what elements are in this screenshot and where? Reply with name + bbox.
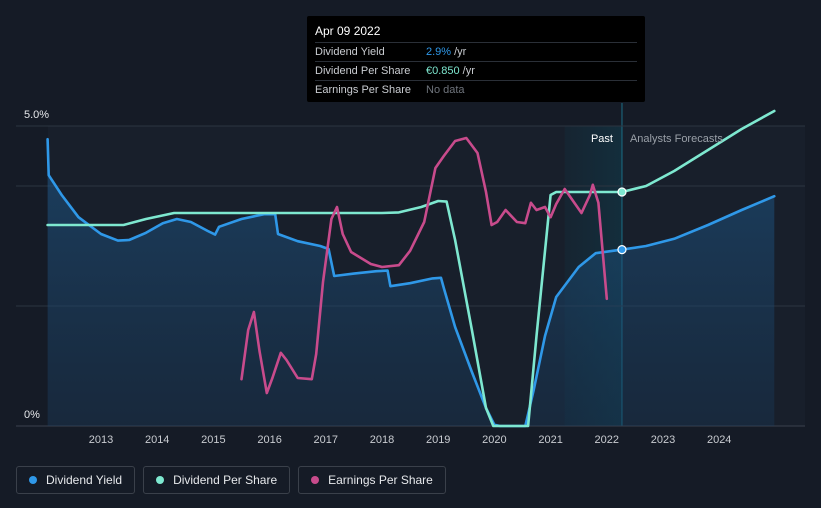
x-tick-label: 2018 [370, 434, 394, 446]
tooltip-date: Apr 09 2022 [315, 24, 381, 38]
x-tick-label: 2022 [595, 434, 619, 446]
y-tick-label: 5.0% [24, 109, 49, 121]
legend-dot-icon [156, 476, 165, 484]
tooltip-unit: /yr [462, 65, 475, 77]
tooltip: Apr 09 2022 Dividend Yield 2.9% /yr Divi… [307, 16, 645, 102]
tooltip-value: €0.850 [426, 65, 460, 77]
x-tick-label: 2021 [538, 434, 562, 446]
x-tick-label: 2019 [426, 434, 450, 446]
legend-item-earnings-per-share[interactable]: Earnings Per Share [298, 466, 446, 494]
legend-label: Dividend Per Share [173, 473, 278, 487]
tooltip-value: 2.9% [426, 46, 452, 58]
tooltip-label: Earnings Per Share [315, 84, 411, 96]
x-tick-label: 2013 [89, 434, 113, 446]
tooltip-row-dividend-yield: Dividend Yield 2.9% /yr [315, 42, 637, 61]
marker-dividend-yield[interactable] [617, 245, 627, 255]
past-label: Past [591, 133, 613, 145]
marker-dividend-per-share[interactable] [617, 187, 627, 197]
tooltip-label: Dividend Yield [315, 46, 385, 58]
tooltip-label: Dividend Per Share [315, 65, 411, 77]
legend-dot-icon [311, 476, 320, 484]
legend-item-dividend-yield[interactable]: Dividend Yield [16, 466, 136, 494]
x-tick-label: 2016 [257, 434, 281, 446]
x-tick-label: 2020 [482, 434, 506, 446]
series-area-dividend-yield [47, 139, 775, 426]
x-tick-label: 2014 [145, 434, 169, 446]
y-tick-label: 0% [24, 409, 40, 421]
series-line-dividend-yield [46, 137, 776, 428]
tooltip-value: No data [426, 84, 465, 96]
legend-label: Dividend Yield [46, 473, 123, 487]
legend: Dividend Yield Dividend Per Share Earnin… [16, 466, 446, 494]
x-tick-label: 2015 [201, 434, 225, 446]
tooltip-unit: /yr [454, 46, 467, 58]
legend-item-dividend-per-share[interactable]: Dividend Per Share [143, 466, 291, 494]
x-tick-label: 2017 [314, 434, 338, 446]
legend-label: Earnings Per Share [328, 473, 433, 487]
tooltip-row-earnings-per-share: Earnings Per Share No data [315, 80, 637, 99]
legend-dot-icon [29, 476, 37, 484]
x-tick-label: 2024 [707, 434, 731, 446]
series-line-earnings-per-share [240, 136, 609, 395]
tooltip-row-dividend-per-share: Dividend Per Share €0.850 /yr [315, 61, 637, 80]
series-line-dividend-per-share [46, 109, 776, 428]
x-tick-label: 2023 [651, 434, 675, 446]
forecast-label: Analysts Forecasts [630, 133, 723, 145]
